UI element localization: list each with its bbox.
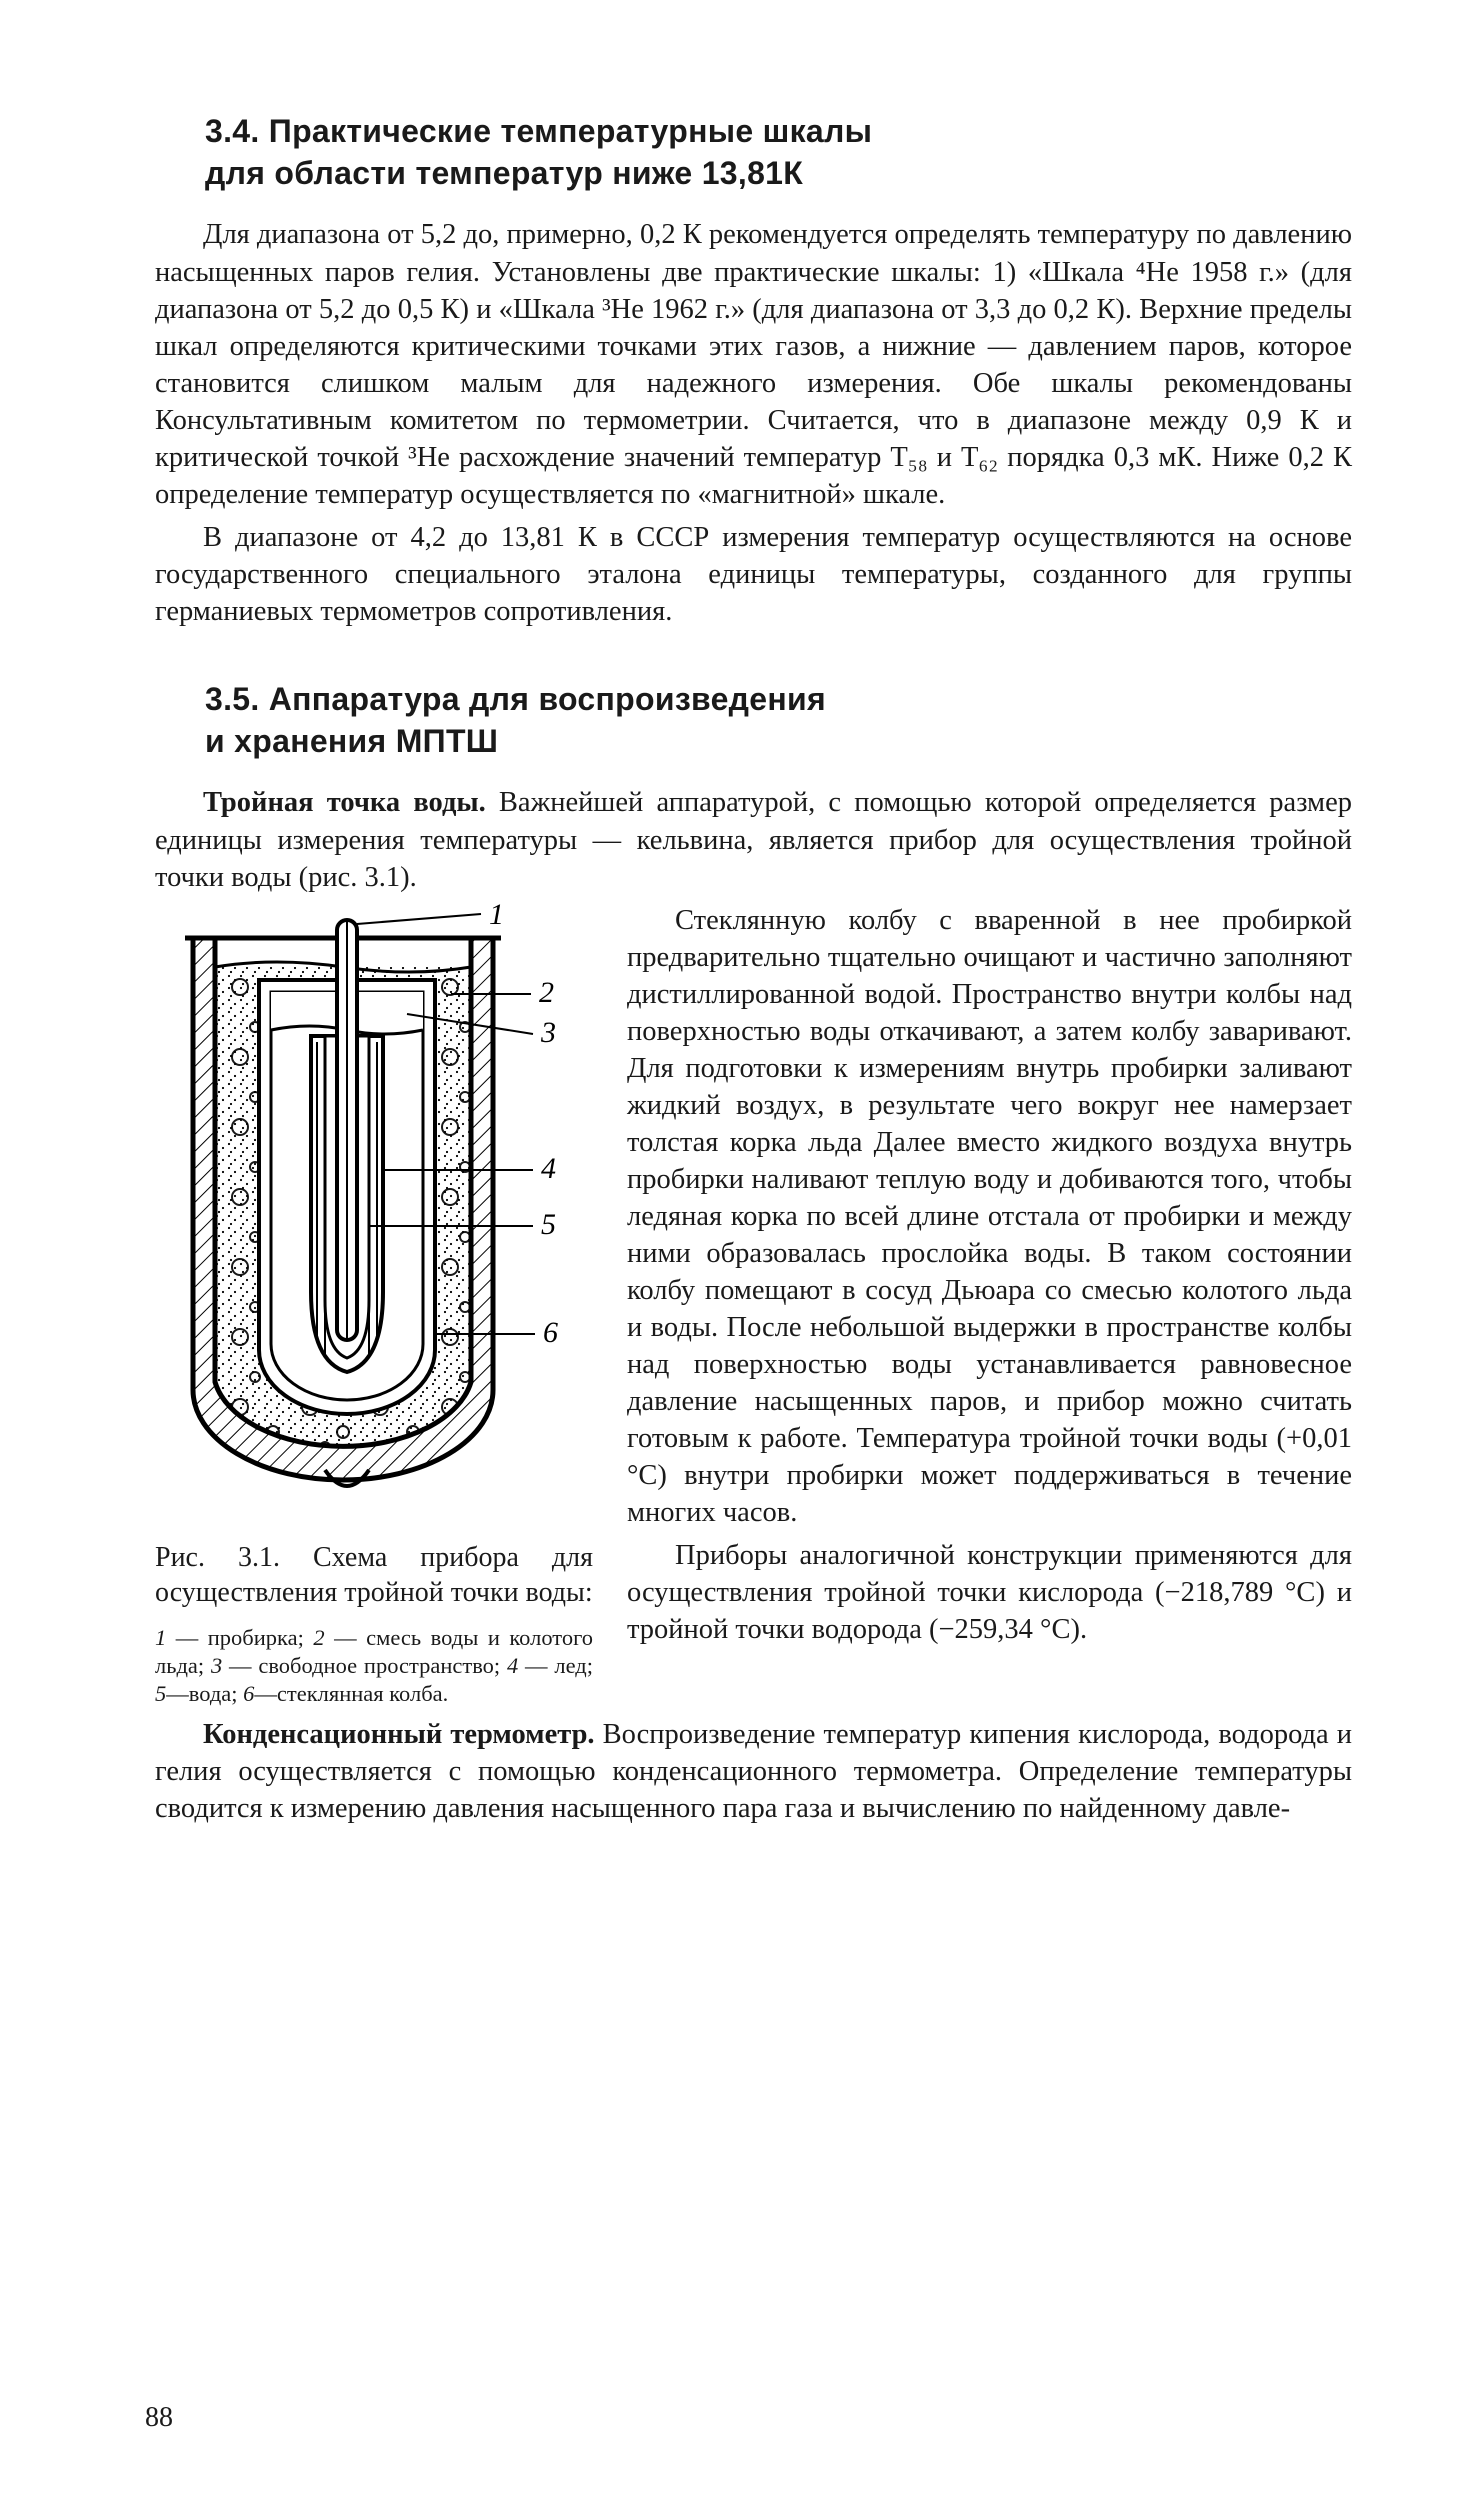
heading-line: 3.4. Практические температурные шкалы <box>205 113 872 149</box>
figure-text-row: 1 2 3 4 5 6 Рис. 3.1. Схема прибора для … <box>155 902 1352 1708</box>
text-column: Стеклянную колбу с вваренной в нее проби… <box>627 902 1352 1708</box>
paragraph: Стеклянную колбу с вваренной в нее проби… <box>627 902 1352 1532</box>
section-3-5-heading: 3.5. Аппаратура для воспроизведения и хр… <box>155 678 1352 762</box>
paragraph: Тройная точка воды. Важнейшей аппаратуро… <box>155 784 1352 895</box>
paragraph: Для диапазона от 5,2 до, примерно, 0,2 К… <box>155 216 1352 512</box>
run-in-heading: Конденсационный термометр. <box>203 1719 595 1750</box>
heading-line: и хранения МПТШ <box>205 723 498 759</box>
page: 3.4. Практические температурные шкалы дл… <box>0 0 1472 2496</box>
figure-caption: Рис. 3.1. Схема прибора для осуществлени… <box>155 1540 593 1610</box>
paragraph: Приборы аналогичной конструкции применяю… <box>627 1537 1352 1648</box>
paragraph: В диапазоне от 4,2 до 13,81 К в СССР изм… <box>155 519 1352 630</box>
heading-line: 3.5. Аппаратура для воспроизведения <box>205 681 826 717</box>
figure-3-1: 1 2 3 4 5 6 <box>155 902 593 1512</box>
figure-label-6: 6 <box>543 1316 558 1349</box>
figure-label-4: 4 <box>541 1152 556 1185</box>
figure-label-5: 5 <box>541 1208 556 1241</box>
figure-label-3: 3 <box>540 1016 556 1049</box>
figure-legend: 1 — пробирка; 2 — смесь воды и колотого … <box>155 1624 593 1708</box>
figure-column: 1 2 3 4 5 6 Рис. 3.1. Схема прибора для … <box>155 902 593 1708</box>
heading-line: для области температур ниже 13,81К <box>205 155 803 191</box>
section-3-4-heading: 3.4. Практические температурные шкалы дл… <box>155 110 1352 194</box>
figure-label-2: 2 <box>539 976 554 1009</box>
run-in-heading: Тройная точка воды. <box>203 787 486 818</box>
page-number: 88 <box>145 2400 173 2436</box>
paragraph: Конденсационный термометр. Воспроизведен… <box>155 1716 1352 1827</box>
figure-label-1: 1 <box>489 902 504 931</box>
